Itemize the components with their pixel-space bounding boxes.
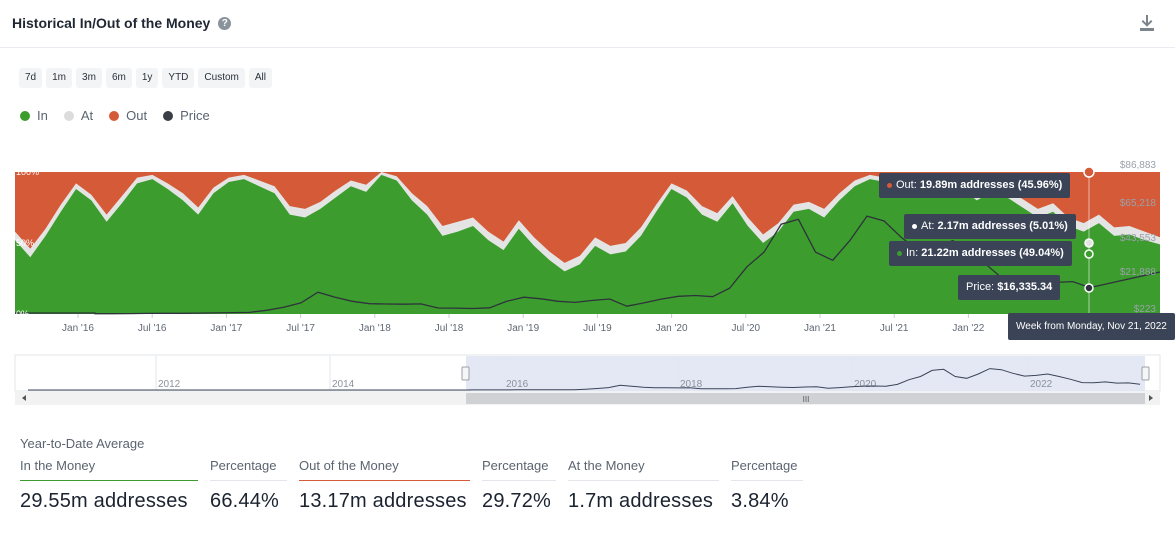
x-tick-label: Jan '21 — [804, 323, 836, 334]
x-tick-label: Jan '17 — [210, 323, 242, 334]
legend-dot-out — [109, 110, 120, 121]
navigator-year-label: 2016 — [506, 379, 529, 390]
stat-value: 13.17m addresses — [299, 490, 467, 512]
navigator-year-label: 2014 — [332, 379, 355, 390]
chart-legend: In At Out Price — [20, 108, 210, 123]
x-tick-label: Jan '22 — [952, 323, 984, 334]
x-tick-label: Jul '19 — [583, 323, 612, 334]
legend-dot-in — [20, 110, 30, 121]
stat-value: 1.7m addresses — [568, 490, 714, 512]
range-custom-button[interactable]: Custom — [198, 68, 245, 88]
tooltip-at: At: 2.17m addresses (5.01%) — [904, 214, 1076, 239]
stat-value: 29.72% — [482, 490, 552, 512]
navigator-handle-right — [1141, 366, 1150, 381]
stat-value: 29.55m addresses — [20, 490, 188, 512]
navigator-price-line — [28, 368, 1141, 391]
stat-at-the-money: At the Money 1.7m addresses — [568, 458, 719, 513]
navigator-year-label: 2020 — [854, 379, 877, 390]
range-selector: 7d 1m 3m 6m 1y YTD Custom All — [19, 68, 272, 88]
legend-item-out[interactable]: Out — [109, 108, 147, 123]
download-icon[interactable] — [1139, 14, 1155, 32]
stat-out-percentage: Percentage 29.72% — [482, 458, 556, 513]
range-3m-button[interactable]: 3m — [76, 68, 102, 88]
legend-item-price[interactable]: Price — [163, 108, 210, 123]
stat-label: Percentage — [482, 458, 556, 481]
marker-in — [1084, 249, 1094, 259]
scroll-left-arrow-icon — [22, 395, 26, 401]
range-6m-button[interactable]: 6m — [105, 68, 132, 88]
y-left-tick-label: 50% — [16, 238, 34, 248]
x-tick-label: Jul '20 — [732, 323, 761, 334]
legend-label-price: Price — [180, 108, 210, 123]
x-tick-label: Jul '17 — [286, 323, 315, 334]
range-7d-button[interactable]: 7d — [19, 68, 43, 88]
y-right-tick-label: $43,553 — [1120, 233, 1157, 244]
y-left-tick-label: 0% — [16, 309, 29, 319]
scroll-right-arrow-icon — [1149, 395, 1153, 401]
range-1m-button[interactable]: 1m — [46, 68, 73, 88]
stat-in-percentage: Percentage 66.44% — [210, 458, 287, 513]
legend-dot-at — [63, 110, 74, 121]
legend-item-at[interactable]: At — [63, 108, 94, 123]
marker-at — [1084, 238, 1094, 248]
marker-price — [1084, 283, 1094, 293]
tooltip-in: In: 21.22m addresses (49.04%) — [889, 241, 1072, 266]
scrollbar-grip-icon: III — [803, 395, 810, 404]
stat-label: Percentage — [731, 458, 803, 481]
legend-label-out: Out — [126, 108, 148, 123]
range-1y-button[interactable]: 1y — [135, 68, 159, 88]
x-tick-label: Jan '19 — [507, 323, 539, 334]
stat-label: Percentage — [210, 458, 287, 481]
help-icon[interactable]: ? — [218, 16, 232, 30]
navigator-selection — [466, 356, 1145, 391]
legend-label-in: In — [37, 108, 48, 123]
x-tick-label: Jan '20 — [656, 323, 688, 334]
y-right-tick-label: $65,218 — [1120, 198, 1157, 209]
stat-at-percentage: Percentage 3.84% — [731, 458, 803, 513]
page-title: Historical In/Out of the Money ? — [12, 15, 232, 31]
x-tick-label: Jan '18 — [359, 323, 391, 334]
y-right-tick-label: $86,883 — [1120, 160, 1157, 171]
chart-title: Historical In/Out of the Money — [12, 15, 211, 31]
stat-label: Out of the Money — [299, 458, 470, 481]
panel-header: Historical In/Out of the Money ? — [0, 0, 1175, 48]
navigator-handle-left — [461, 366, 470, 381]
navigator-year-label: 2018 — [680, 379, 703, 390]
tooltip-week: Week from Monday, Nov 21, 2022 — [1008, 313, 1175, 340]
y-right-tick-label: $223 — [1134, 304, 1157, 315]
y-right-tick-label: $21,888 — [1120, 267, 1157, 278]
range-all-button[interactable]: All — [248, 68, 272, 88]
x-tick-label: Jul '21 — [880, 323, 909, 334]
legend-item-in[interactable]: In — [20, 108, 48, 123]
stat-value: 3.84% — [731, 490, 789, 512]
legend-dot-price — [163, 110, 174, 121]
stat-value: 66.44% — [210, 490, 280, 512]
stat-label: At the Money — [568, 458, 719, 481]
scrollbar-thumb — [466, 393, 1145, 404]
ytd-average-title: Year-to-Date Average — [20, 436, 145, 451]
marker-out — [1083, 166, 1095, 178]
tooltip-out: Out: 19.89m addresses (45.96%) — [879, 173, 1071, 198]
stat-label: In the Money — [20, 458, 198, 481]
main-chart[interactable]: 0% 50% 100% $223 $21,888 $43,553 $65,218 $86,88… — [0, 0, 1175, 410]
navigator-year-label: 2022 — [1030, 379, 1053, 390]
range-ytd-button[interactable]: YTD — [162, 68, 195, 88]
x-tick-label: Jan '16 — [62, 323, 94, 334]
ytd-average-panel: Year-to-Date Average In the Money 29.55m… — [20, 436, 1020, 513]
stat-in-the-money: In the Money 29.55m addresses — [20, 458, 198, 513]
series-in-area — [15, 174, 1160, 314]
x-tick-label: Jul '16 — [138, 323, 167, 334]
x-tick-label: Jul '18 — [435, 323, 464, 334]
tooltip-price: Price: $16,335.34 — [958, 275, 1061, 300]
navigator-year-label: 2012 — [158, 379, 181, 390]
y-left-tick-label: 100% — [16, 167, 39, 177]
stat-out-of-the-money: Out of the Money 13.17m addresses — [299, 458, 470, 513]
legend-label-at: At — [80, 108, 94, 123]
